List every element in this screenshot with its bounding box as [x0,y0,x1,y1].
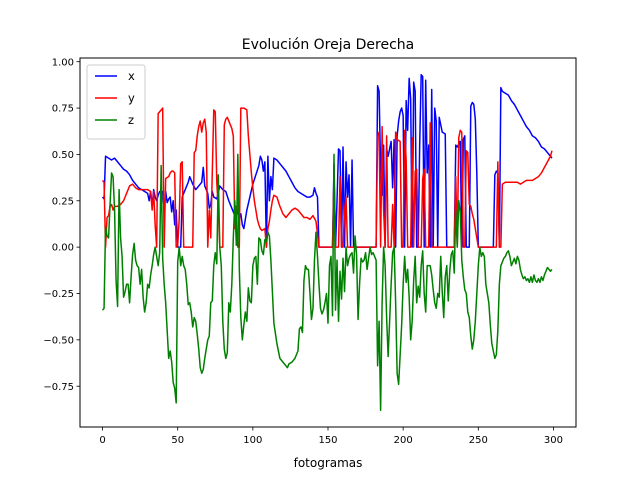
x-tick-label: 150 [318,435,337,446]
y-tick-label: −0.25 [43,289,74,300]
x-tick-label: 0 [99,435,105,446]
x-axis-label: fotogramas [294,456,363,470]
y-tick-label: 0.25 [52,196,74,207]
legend-label-z: z [128,113,134,127]
legend: xyz [86,64,146,140]
x-tick-label: 50 [171,435,184,446]
legend-label-x: x [128,69,135,83]
x-tick-label: 200 [394,435,413,446]
x-tick-label: 250 [469,435,488,446]
y-tick-label: −0.50 [43,335,74,346]
series-layer [101,73,553,412]
x-tick-label: 100 [243,435,262,446]
y-tick-label: 1.00 [52,57,74,68]
y-axis: 1.00 0.75 0.50 0.25 0.00 −0.25 −0.50 −0.75 [43,57,80,393]
y-tick-label: 0.75 [52,104,74,115]
series-line-y [101,107,553,248]
series-line-z [101,153,553,412]
chart-title: Evolución Oreja Derecha [242,37,415,53]
x-axis: 0 50 100 150 200 250 300 [99,427,563,446]
legend-label-y: y [128,91,135,105]
y-tick-label: 0.00 [52,243,74,254]
y-tick-label: 0.50 [52,150,74,161]
x-tick-label: 300 [544,435,563,446]
y-tick-label: −0.75 [43,382,74,393]
